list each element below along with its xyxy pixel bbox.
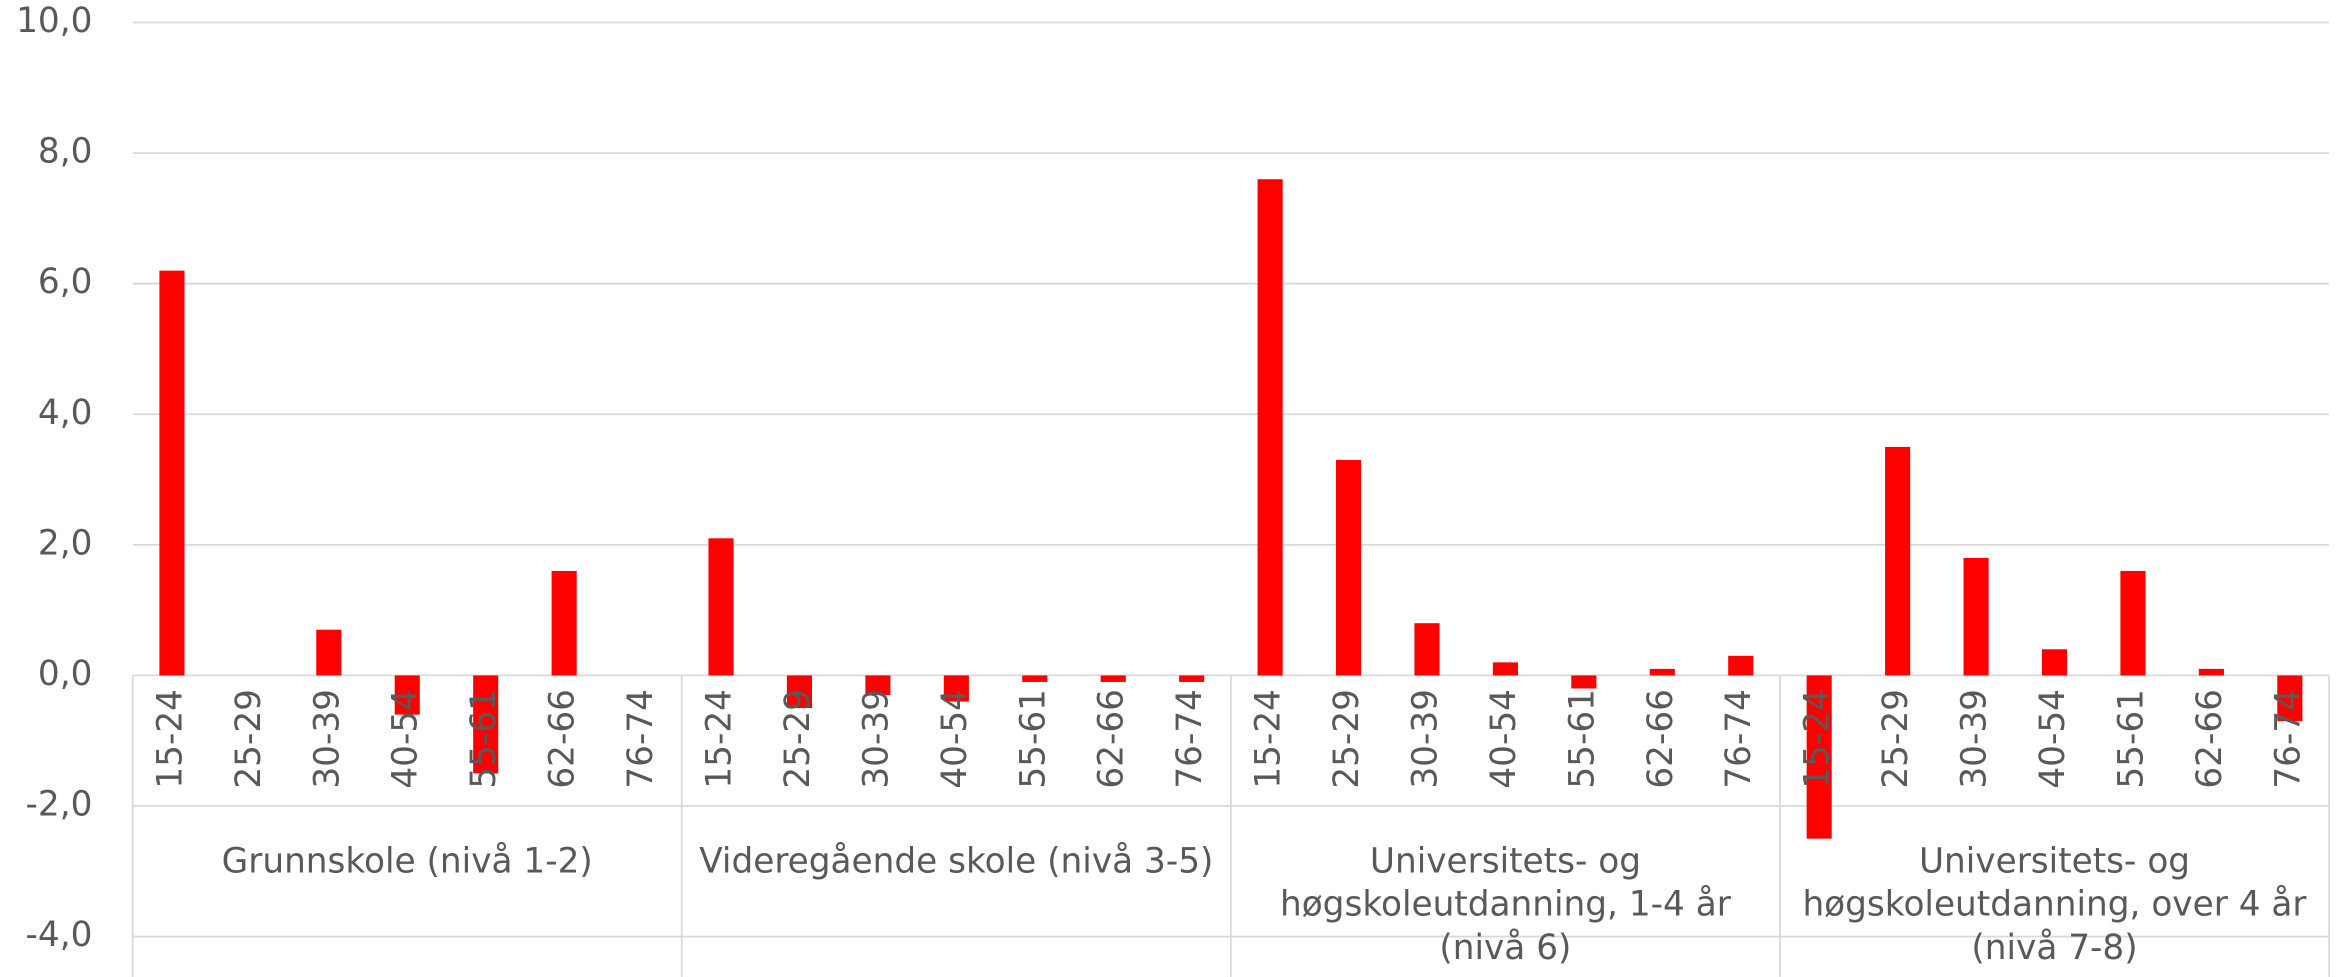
- y-tick-label: 8,0: [38, 132, 93, 172]
- group-label: Videregående skole (nivå 3-5): [699, 842, 1214, 882]
- x-tick-label: 62-66: [1641, 689, 1681, 789]
- x-tick-label: 15-24: [700, 689, 740, 789]
- x-tick-label: 76-74: [1719, 689, 1759, 789]
- x-tick-label: 55-61: [1013, 689, 1053, 789]
- x-tick-label: 40-54: [1484, 689, 1524, 789]
- bar: [2198, 668, 2224, 676]
- y-tick-label: -2,0: [26, 784, 93, 824]
- bar: [159, 270, 185, 676]
- bar: [1571, 675, 1597, 689]
- group-label: Grunnskole (nivå 1-2): [221, 842, 593, 882]
- group-label-box: Grunnskole (nivå 1-2): [221, 842, 593, 882]
- bar: [316, 629, 342, 676]
- bar: [1728, 655, 1754, 676]
- bar: [865, 675, 891, 696]
- bar: [1335, 459, 1362, 676]
- x-tick-label: 15-24: [1249, 689, 1289, 789]
- x-tick-label: 62-66: [2190, 689, 2230, 789]
- x-tick-label: 25-29: [229, 689, 269, 789]
- x-tick-label: 40-54: [386, 689, 426, 789]
- group-label-box: Videregående skole (nivå 3-5): [699, 842, 1214, 882]
- bar: [708, 538, 734, 676]
- bar: [1414, 623, 1440, 676]
- y-tick-label: 6,0: [38, 262, 93, 302]
- bar: [1885, 446, 1911, 676]
- bar: [1492, 662, 1518, 676]
- bar: [1806, 675, 1832, 839]
- x-tick-label: 55-61: [2111, 689, 2151, 789]
- group-label: Universitets- og høgskoleutdanning, 1-4 …: [1279, 842, 1731, 968]
- y-tick-label: 2,0: [38, 523, 93, 563]
- x-tick-label: 30-39: [856, 689, 896, 789]
- x-tick-label: 76-74: [2268, 689, 2308, 789]
- bar: [1963, 557, 1989, 676]
- bar: [786, 675, 813, 709]
- bar: [1022, 675, 1048, 682]
- bar: [943, 675, 969, 702]
- x-tick-label: 40-54: [935, 689, 975, 789]
- x-tick-label: 25-29: [1876, 689, 1916, 789]
- y-tick-label: -4,0: [26, 915, 93, 955]
- x-tick-label: 62-66: [543, 689, 583, 789]
- x-tick-label: 30-39: [1405, 689, 1445, 789]
- x-tick-label: 55-61: [1562, 689, 1602, 789]
- bar: [551, 570, 577, 676]
- bar: [2120, 570, 2146, 676]
- bar: [394, 675, 420, 715]
- x-tick-label: 76-74: [621, 689, 661, 789]
- group-label: Universitets- og høgskoleutdanning, over…: [1802, 842, 2307, 968]
- x-tick-label: 55-61: [464, 689, 504, 789]
- bar: [1257, 179, 1283, 676]
- x-tick-label: 15-24: [1798, 689, 1838, 789]
- bar: [2041, 649, 2068, 676]
- x-tick-label: 15-24: [150, 689, 190, 789]
- x-tick-label: 25-29: [1327, 689, 1367, 789]
- bar: [1179, 675, 1205, 682]
- y-tick-label: 10,0: [16, 1, 92, 41]
- x-tick-label: 40-54: [2033, 689, 2073, 789]
- x-tick-label: 25-29: [778, 689, 818, 789]
- bar: [1100, 675, 1126, 682]
- y-tick-label: 0,0: [38, 654, 93, 694]
- bar: [1649, 668, 1675, 676]
- group-label-box: Universitets- og høgskoleutdanning, 1-4 …: [1279, 842, 1731, 968]
- group-label-box: Universitets- og høgskoleutdanning, over…: [1802, 842, 2307, 968]
- bar: [473, 675, 499, 774]
- x-tick-label: 76-74: [1170, 689, 1210, 789]
- y-tick-label: 4,0: [38, 393, 93, 433]
- bar: [2277, 675, 2303, 722]
- x-tick-label: 30-39: [1955, 689, 1995, 789]
- x-tick-label: 30-39: [307, 689, 347, 789]
- x-tick-label: 62-66: [1092, 689, 1132, 789]
